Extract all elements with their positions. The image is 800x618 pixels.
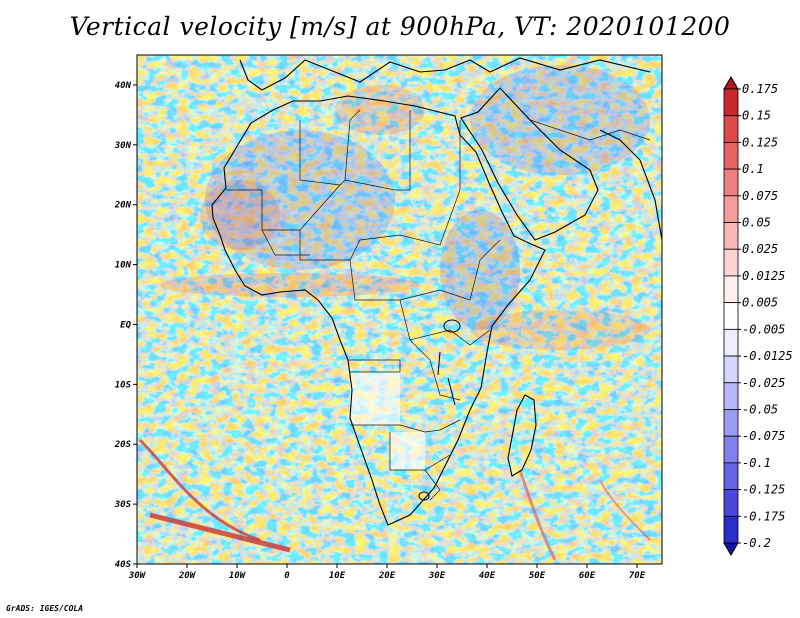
- colorbar-label: -0.05: [742, 402, 778, 416]
- colorbar-swatch: [723, 382, 739, 410]
- colorbar-label: 0.125: [742, 135, 778, 149]
- longitude-axis: 30W 20W 10W 0 10E 20E 30E 40E 50E 60E 70E: [128, 564, 646, 581]
- lon-tick-label: 40E: [479, 571, 496, 581]
- colorbar-swatch: [723, 88, 739, 117]
- colorbar-label: -0.1: [742, 456, 771, 470]
- colorbar-swatch: [723, 195, 739, 223]
- colorbar-swatch: [723, 302, 739, 330]
- coastlines: [211, 57, 662, 526]
- map-title: Vertical velocity [m/s] at 900hPa, VT: 2…: [69, 12, 731, 41]
- lat-tick-label: EQ: [120, 320, 131, 330]
- credit-label: GrADS: IGES/COLA: [6, 604, 84, 613]
- colorbar-swatch: [723, 115, 739, 143]
- lat-tick-label: 10S: [115, 380, 132, 390]
- lon-tick-label: 30W: [128, 571, 147, 581]
- colorbar-swatch: [723, 489, 739, 517]
- lat-tick-label: 40S: [115, 560, 132, 570]
- lon-tick-label: 60E: [579, 571, 596, 581]
- lakes: [418, 319, 461, 501]
- plot-frame: [136, 54, 663, 565]
- lon-tick-label: 20E: [378, 571, 396, 581]
- latitude-axis: 40N 30N 20N 10N EQ 10S 20S 30S 40S: [114, 81, 137, 570]
- africa-coastline: [211, 95, 546, 526]
- lon-tick-label: 50E: [529, 571, 546, 581]
- colorbar-swatch: [723, 515, 739, 544]
- lat-tick-label: 20S: [114, 440, 132, 450]
- colorbar-label: -0.0125: [742, 349, 793, 363]
- colorbar-label: -0.075: [742, 429, 785, 443]
- velocity-field: [137, 55, 662, 564]
- lat-tick-label: 30N: [114, 141, 132, 151]
- colorbar-swatch: [723, 168, 739, 197]
- lon-tick-label: 10E: [329, 571, 346, 581]
- colorbar-label: -0.025: [742, 376, 785, 390]
- colorbar-min-arrow: [723, 542, 739, 556]
- colorbar-swatch: [723, 275, 739, 304]
- lon-tick-label: 0: [284, 571, 290, 581]
- lon-tick-label: 10W: [229, 571, 247, 581]
- madagascar-coastline: [507, 394, 537, 477]
- country-borders: [226, 109, 651, 501]
- colorbar-swatch: [723, 435, 739, 464]
- colorbar-swatch: [723, 328, 739, 357]
- colorbar-max-arrow: [723, 76, 739, 90]
- plot-area: [137, 55, 662, 564]
- lon-tick-label: 20W: [178, 571, 197, 581]
- colorbar-swatch: [723, 142, 739, 170]
- colorbar-label: 0.025: [742, 242, 778, 256]
- colorbar-label: 0.15: [742, 109, 771, 123]
- colorbar: 0.175 0.15 0.125 0.1 0.075 0.05 0.025 0.0125 0.0…: [723, 76, 793, 556]
- colorbar-label: -0.2: [742, 536, 771, 550]
- colorbar-label: 0.05: [742, 216, 771, 230]
- field-features: [138, 65, 651, 561]
- colorbar-swatch: [723, 248, 739, 277]
- colorbar-label: 0.075: [742, 189, 778, 203]
- lat-tick-label: 40N: [115, 81, 132, 91]
- colorbar-label: 0.0125: [742, 269, 785, 283]
- arabia-coastline: [460, 87, 599, 241]
- lat-tick-label: 30S: [114, 500, 132, 510]
- colorbar-label: -0.125: [742, 483, 785, 497]
- colorbar-label: 0.175: [742, 82, 778, 96]
- colorbar-label: -0.005: [742, 322, 785, 336]
- colorbar-swatch: [723, 409, 739, 437]
- colorbar-swatch: [723, 462, 739, 490]
- colorbar-label: 0.005: [742, 296, 778, 310]
- india-coastline: [599, 129, 662, 241]
- colorbar-label: -0.175: [742, 509, 785, 523]
- lat-tick-label: 10N: [115, 261, 132, 271]
- colorbar-swatch: [723, 355, 739, 384]
- lon-tick-label: 70E: [629, 571, 646, 581]
- colorbar-swatch: [723, 222, 739, 250]
- lat-tick-label: 20N: [114, 201, 132, 211]
- colorbar-label: 0.1: [742, 162, 764, 176]
- europe-coastline: [239, 57, 651, 91]
- lon-tick-label: 30E: [428, 571, 446, 581]
